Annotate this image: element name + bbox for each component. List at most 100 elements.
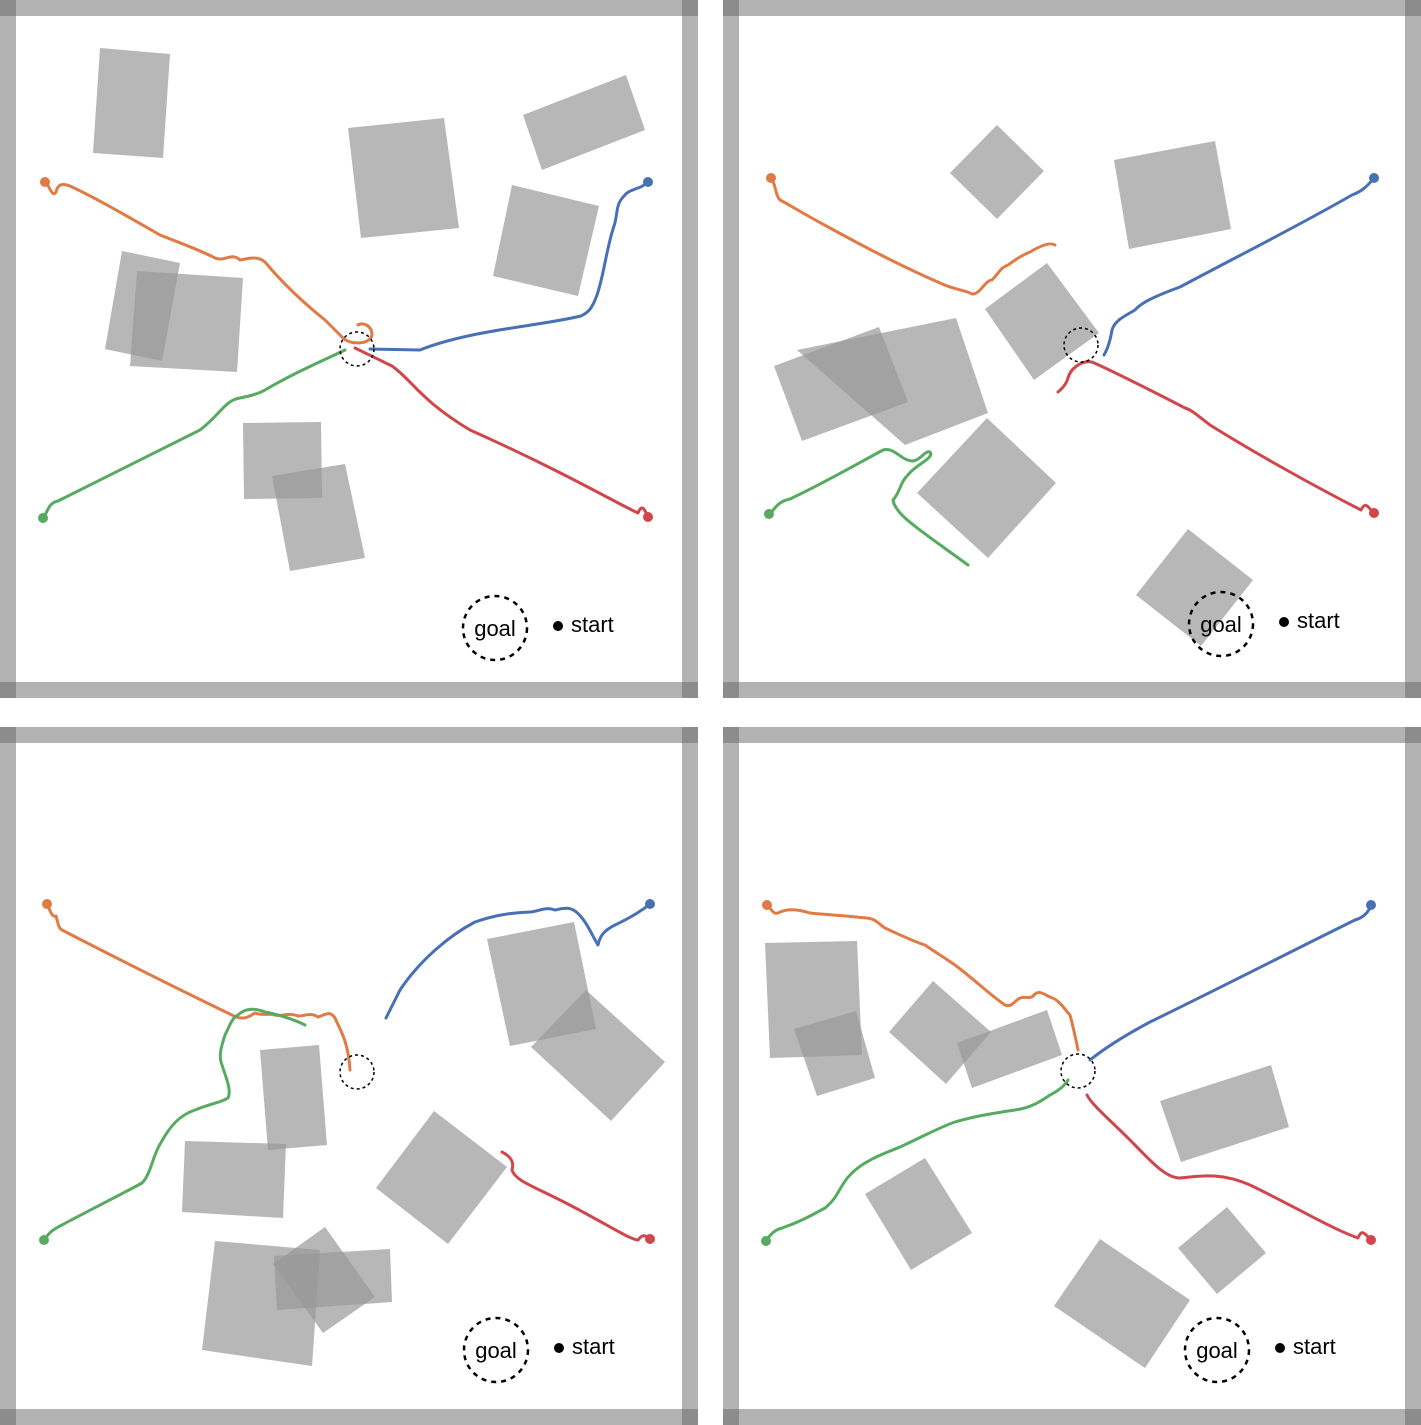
obstacle [531,990,665,1121]
panel-top-left: goal start [0,0,698,698]
legend-goal-circle [462,1316,530,1384]
legend-start-label: start [1293,1334,1336,1359]
trajectories [42,902,652,1242]
obstacle [1160,1065,1289,1162]
obstacle [1054,1239,1190,1368]
start-marker-green [38,513,48,523]
wall-corners [0,727,698,1425]
legend-goal-label: goal [1196,1338,1238,1363]
legend-start-label: start [572,1334,615,1359]
trajectories [41,180,650,520]
start-markers [764,173,1379,519]
obstacle [274,1249,392,1310]
trajectories [764,903,1373,1243]
start-marker-orange [766,173,776,183]
trajectory-blue [1102,176,1376,357]
trajectory-green [767,448,970,567]
legend-start-dot [553,621,563,631]
goal-region [339,1054,375,1090]
panel-top-right: goal start [723,0,1421,698]
legend-start-dot [554,1343,564,1353]
legend-goal-circle [1187,590,1255,658]
goal-region [1060,1053,1096,1089]
start-marker-green [39,1235,49,1245]
trajectory-red [353,346,650,519]
obstacle [1114,141,1231,249]
trajectory-orange [43,180,374,345]
legend-goal-label: goal [1200,612,1242,637]
start-marker-red [643,512,653,522]
panel-bottom-left: goal start [0,727,698,1425]
trajectory-blue [1088,903,1373,1062]
trajectories [767,176,1376,567]
start-marker-green [761,1236,771,1246]
trajectory-orange [45,902,352,1072]
obstacle [523,75,645,170]
wall-corners [0,0,698,698]
goal-region [339,331,375,367]
legend-start-label: start [1297,608,1340,633]
walls [0,0,698,698]
start-markers [39,899,655,1245]
start-marker-orange [762,900,772,910]
obstacle [794,1011,875,1096]
legend-goal-circle [1183,1316,1251,1384]
start-marker-blue [1366,900,1376,910]
obstacle [260,1045,327,1150]
obstacle [348,118,459,238]
start-marker-red [645,1234,655,1244]
trajectory-green [41,348,347,520]
trajectory-orange [765,903,1080,1052]
start-marker-orange [40,177,50,187]
obstacle [950,125,1044,219]
legend-goal-label: goal [474,616,516,641]
wall-corners [723,0,1421,698]
legend: goal start [1183,1316,1336,1384]
obstacle [985,263,1099,380]
start-markers [761,900,1376,1246]
obstacle [130,271,243,372]
trajectory-red [1056,360,1376,515]
start-marker-blue [643,177,653,187]
walls [723,0,1421,698]
legend-goal-circle [461,594,529,662]
wall-corners [723,727,1421,1425]
panel-bottom-right: goal start [723,727,1421,1425]
start-marker-orange [42,899,52,909]
obstacle [1178,1207,1266,1294]
start-marker-red [1366,1235,1376,1245]
obstacle [182,1141,286,1218]
obstacles [765,941,1289,1368]
obstacles [182,922,665,1366]
trajectory-red [1085,1093,1373,1242]
start-marker-blue [645,899,655,909]
legend-goal-label: goal [475,1338,517,1363]
obstacle [865,1158,972,1270]
trajectory-blue [384,902,652,1020]
trajectory-red [500,1150,652,1242]
goal-region [1063,327,1099,363]
obstacle [957,1010,1062,1088]
obstacle [93,48,170,158]
legend-start-dot [1275,1343,1285,1353]
walls [0,727,698,1425]
start-markers [38,177,653,523]
walls [723,727,1421,1425]
obstacle [1136,529,1253,646]
obstacles [93,48,645,571]
obstacle [272,464,365,571]
start-marker-red [1369,508,1379,518]
start-marker-green [764,509,774,519]
legend: goal start [1187,590,1340,658]
trajectory-green [764,1078,1070,1243]
obstacles [774,125,1253,646]
legend: goal start [462,1316,615,1384]
trajectory-green [42,1007,307,1242]
legend-start-dot [1279,617,1289,627]
trajectory-blue [368,180,650,352]
obstacle [376,1111,507,1244]
legend-start-label: start [571,612,614,637]
legend: goal start [461,594,614,662]
trajectory-orange [769,176,1057,296]
